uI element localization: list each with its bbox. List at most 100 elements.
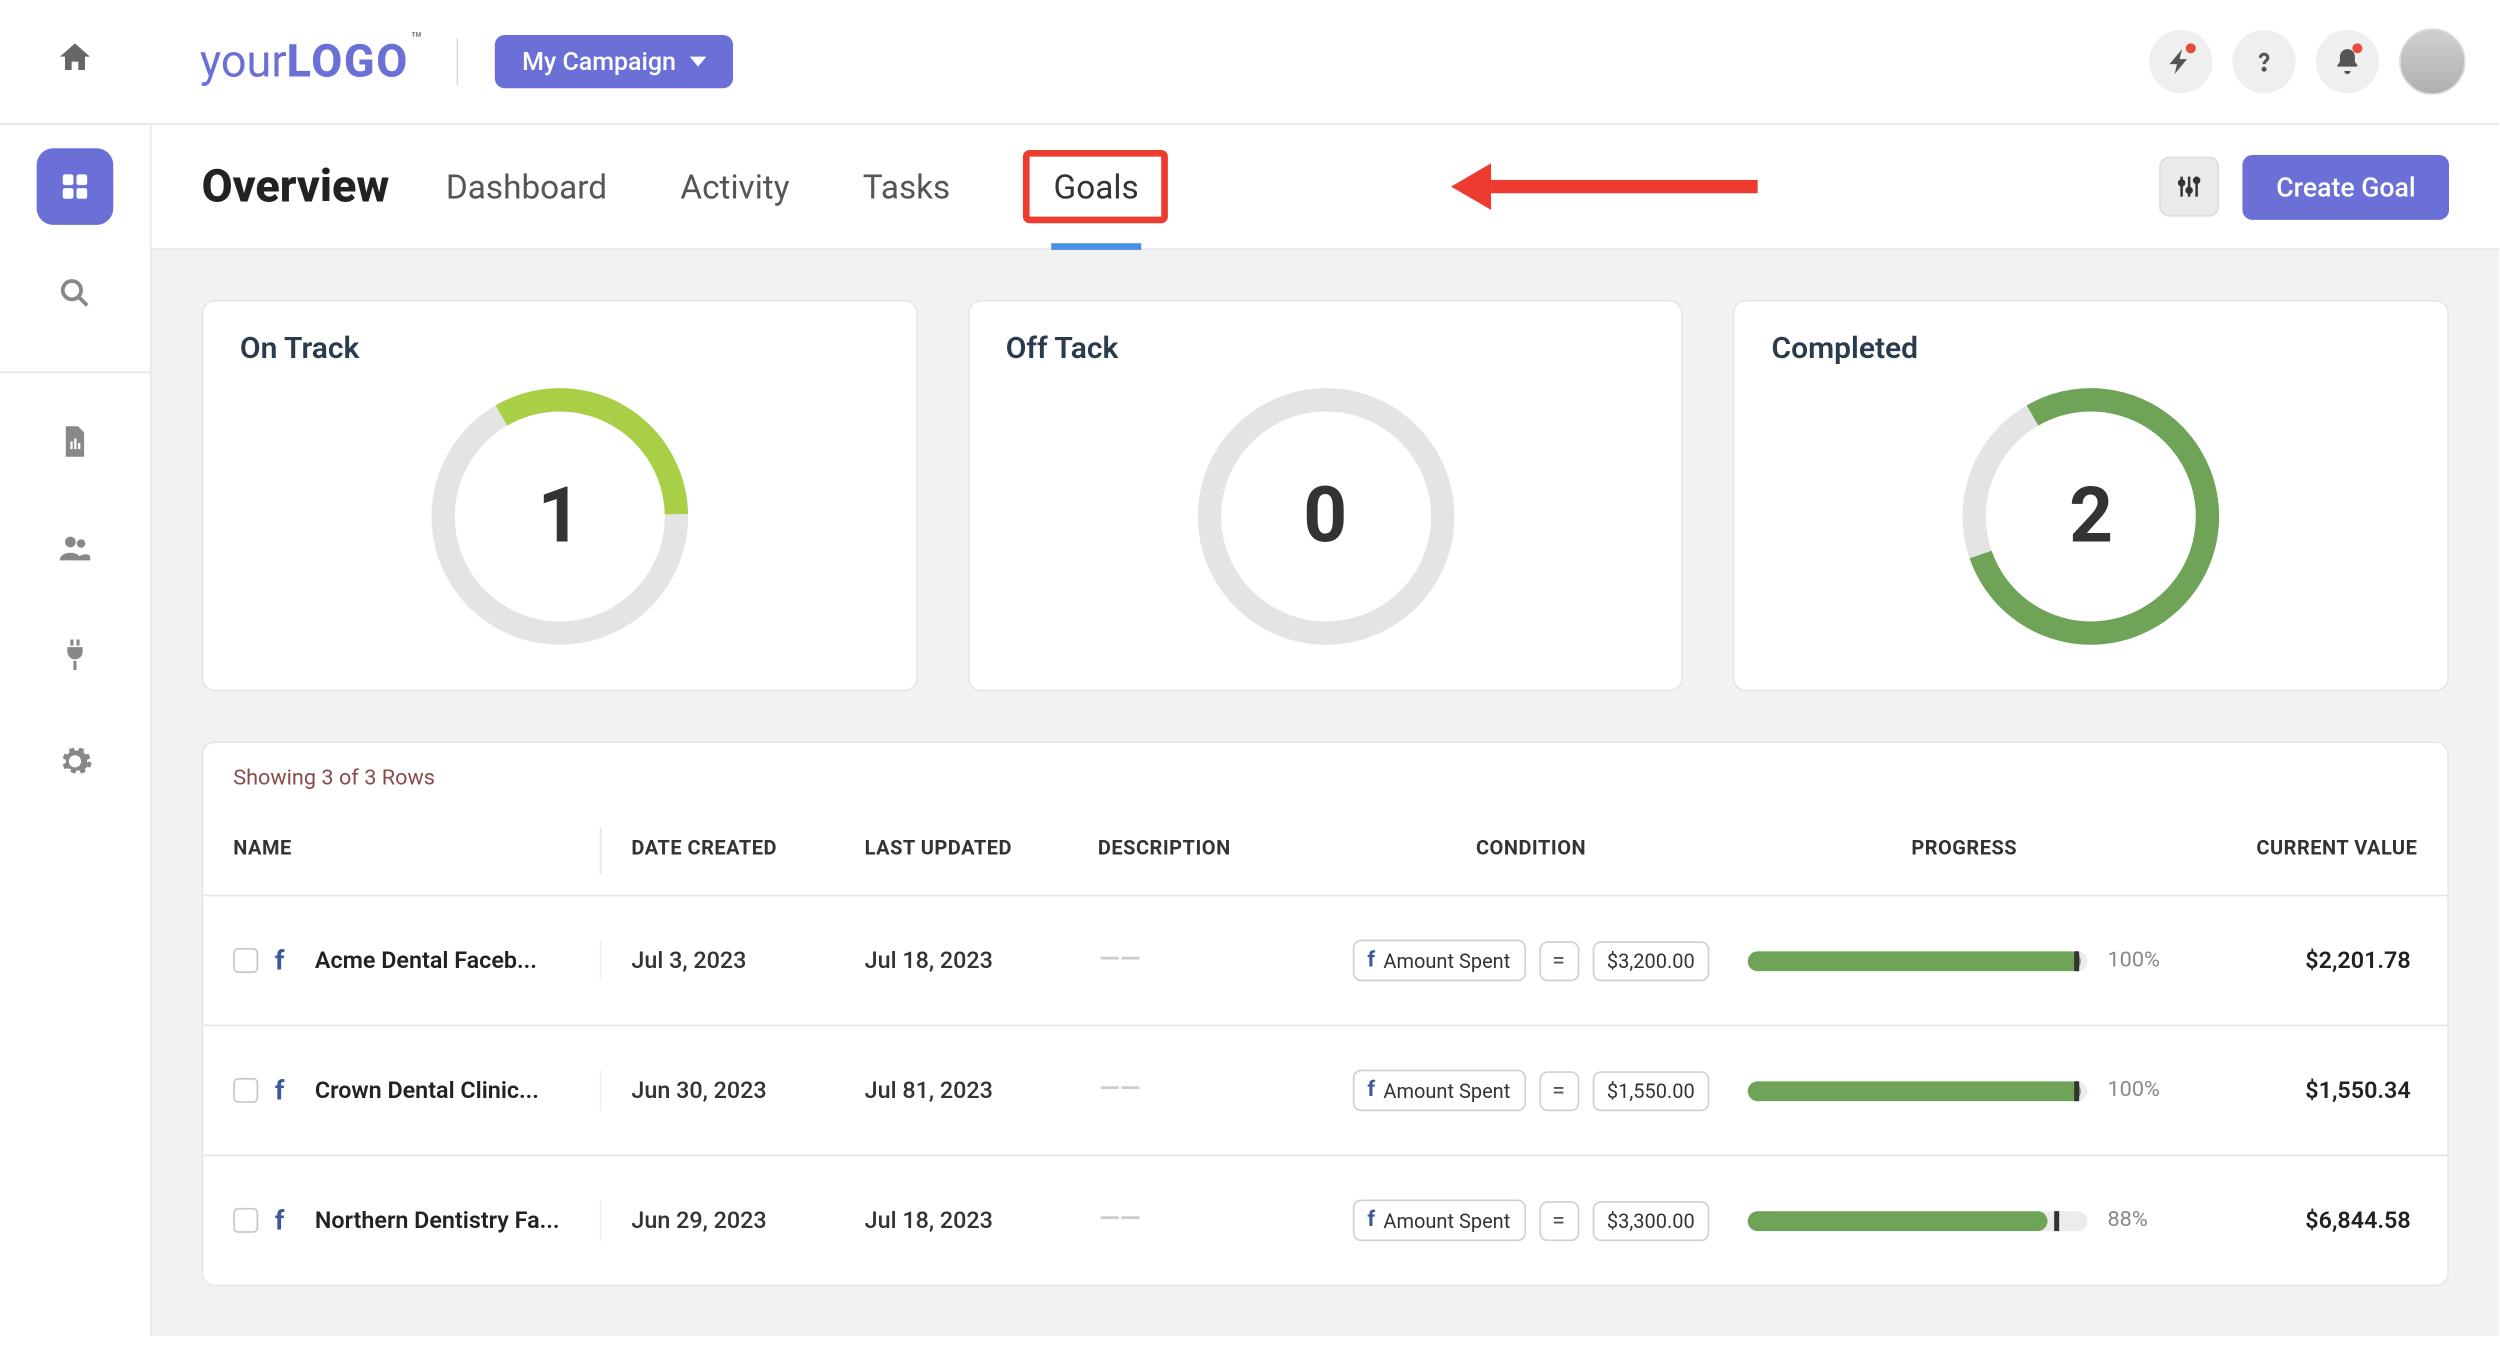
stat-value: 0: [1192, 383, 1459, 650]
sidebar-item-settings[interactable]: [37, 723, 114, 800]
condition-operator: =: [1539, 940, 1579, 980]
description-empty: ––: [1098, 1070, 1315, 1112]
row-checkbox[interactable]: [233, 1078, 258, 1103]
facebook-icon: f: [1367, 948, 1375, 973]
stat-value: 1: [426, 383, 693, 650]
progress-pct: 100%: [2107, 1078, 2180, 1103]
chevron-down-icon: [689, 57, 706, 67]
condition-value: $3,300.00: [1592, 1200, 1710, 1240]
progress-bar: [1748, 1210, 2088, 1230]
stat-card: Off Tack 0: [967, 300, 1683, 692]
annotation-highlight: Goals: [1024, 150, 1169, 223]
stat-cards-row: On Track1 Off Tack 0 Completed2: [202, 300, 2449, 692]
condition-label: Amount Spent: [1383, 1209, 1510, 1232]
body: On Track1 Off Tack 0 Completed2 Showing 3 o…: [152, 250, 2499, 1336]
campaign-label: My Campaign: [522, 47, 676, 77]
page-title: Overview: [202, 160, 390, 213]
sidebar-item-file[interactable]: [37, 403, 114, 480]
goal-name[interactable]: Acme Dental Faceb...: [315, 947, 537, 974]
row-checkbox[interactable]: [233, 1208, 258, 1233]
table-header: NAME DATE CREATED LAST UPDATED DESCRIPTI…: [203, 808, 2447, 896]
goal-name[interactable]: Crown Dental Clinic...: [315, 1077, 539, 1104]
condition-value: $3,200.00: [1592, 940, 1710, 980]
goal-name[interactable]: Northern Dentistry Fa...: [315, 1207, 560, 1234]
bell-icon[interactable]: [2316, 30, 2379, 93]
sidebar-item-search[interactable]: [37, 255, 114, 332]
col-last-updated: LAST UPDATED: [865, 836, 1098, 859]
description-empty: ––: [1098, 1200, 1315, 1242]
current-value: $2,201.78: [2181, 947, 2418, 974]
condition-operator: =: [1539, 1070, 1579, 1110]
last-updated: Jul 18, 2023: [865, 1207, 1098, 1234]
filter-settings-button[interactable]: [2160, 157, 2220, 217]
facebook-icon: f: [1367, 1078, 1375, 1103]
tab-label: Activity: [680, 167, 789, 207]
facebook-icon: f: [275, 1075, 298, 1107]
home-icon[interactable]: [55, 38, 95, 85]
create-goal-button[interactable]: Create Goal: [2243, 154, 2449, 219]
tab-tasks[interactable]: Tasks: [856, 125, 957, 248]
facebook-icon: f: [275, 945, 298, 977]
tab-activity[interactable]: Activity: [674, 125, 796, 248]
help-icon[interactable]: [2232, 30, 2295, 93]
facebook-icon: f: [1367, 1208, 1375, 1233]
logo-tm: ™: [411, 28, 423, 50]
tab-dashboard[interactable]: Dashboard: [439, 125, 613, 248]
current-value: $1,550.34: [2181, 1077, 2418, 1104]
table-row: f Acme Dental Faceb... Jul 3, 2023Jul 18, …: [203, 896, 2447, 1026]
divider: [457, 38, 459, 85]
condition-value: $1,550.00: [1592, 1070, 1710, 1110]
sidebar-item-users[interactable]: [37, 510, 114, 587]
facebook-icon: f: [275, 1205, 298, 1237]
logo: yourLOGO™: [200, 35, 421, 88]
campaign-selector[interactable]: My Campaign: [495, 35, 732, 88]
stat-title: Off Tack: [1006, 332, 1645, 367]
col-name: NAME: [233, 836, 600, 859]
row-checkbox[interactable]: [233, 948, 258, 973]
table-row: f Northern Dentistry Fa... Jun 29, 2023Jul…: [203, 1156, 2447, 1284]
notification-dot: [2352, 43, 2362, 53]
col-progress: PROGRESS: [1748, 836, 2181, 859]
col-description: DESCRIPTION: [1098, 836, 1315, 859]
content: Overview Dashboard Activity Tasks Goals: [150, 125, 2499, 1336]
annotation-arrow: [1451, 163, 1758, 210]
bolt-icon[interactable]: [2149, 30, 2212, 93]
divider: [0, 372, 150, 374]
subheader: Overview Dashboard Activity Tasks Goals: [152, 125, 2499, 250]
progress-pct: 88%: [2107, 1208, 2180, 1233]
date-created: Jun 29, 2023: [631, 1207, 864, 1234]
stat-value: 2: [1958, 383, 2225, 650]
progress-pct: 100%: [2107, 948, 2180, 973]
tab-label: Tasks: [863, 167, 950, 207]
tab-label: Goals: [1054, 167, 1139, 207]
progress-bar: [1748, 950, 2088, 970]
condition-operator: =: [1539, 1200, 1579, 1240]
condition-chip[interactable]: f Amount Spent: [1352, 1200, 1525, 1242]
tab-goals[interactable]: Goals: [1017, 125, 1175, 248]
col-current-value: CURRENT VALUE: [2181, 836, 2418, 859]
avatar[interactable]: [2399, 28, 2466, 95]
progress-bar: [1748, 1080, 2088, 1100]
donut-chart: 0: [1192, 383, 1459, 650]
donut-chart: 1: [426, 383, 693, 650]
condition-chip[interactable]: f Amount Spent: [1352, 940, 1525, 982]
stat-card: Completed2: [1733, 300, 2449, 692]
goals-table: Showing 3 of 3 Rows NAME DATE CREATED LA…: [202, 741, 2449, 1286]
notification-dot: [2186, 43, 2196, 53]
condition-label: Amount Spent: [1383, 949, 1510, 972]
stat-card: On Track1: [202, 300, 918, 692]
table-row: fCrown Dental Clinic...Jun 30, 2023Jul 8…: [203, 1026, 2447, 1156]
current-value: $6,844.58: [2181, 1207, 2418, 1234]
sidebar: [0, 125, 150, 1336]
showing-text: Showing 3 of 3 Rows: [203, 743, 2447, 808]
date-created: Jul 3, 2023: [631, 947, 864, 974]
logo-part-1: your: [200, 35, 287, 88]
last-updated: Jul 18, 2023: [865, 947, 1098, 974]
sidebar-item-plug[interactable]: [37, 616, 114, 693]
tab-label: Dashboard: [446, 167, 607, 207]
condition-label: Amount Spent: [1383, 1079, 1510, 1102]
condition-chip[interactable]: f Amount Spent: [1352, 1070, 1525, 1112]
sidebar-item-grid[interactable]: [37, 148, 114, 225]
donut-chart: 2: [1958, 383, 2225, 650]
logo-part-2: LOGO: [287, 35, 409, 88]
